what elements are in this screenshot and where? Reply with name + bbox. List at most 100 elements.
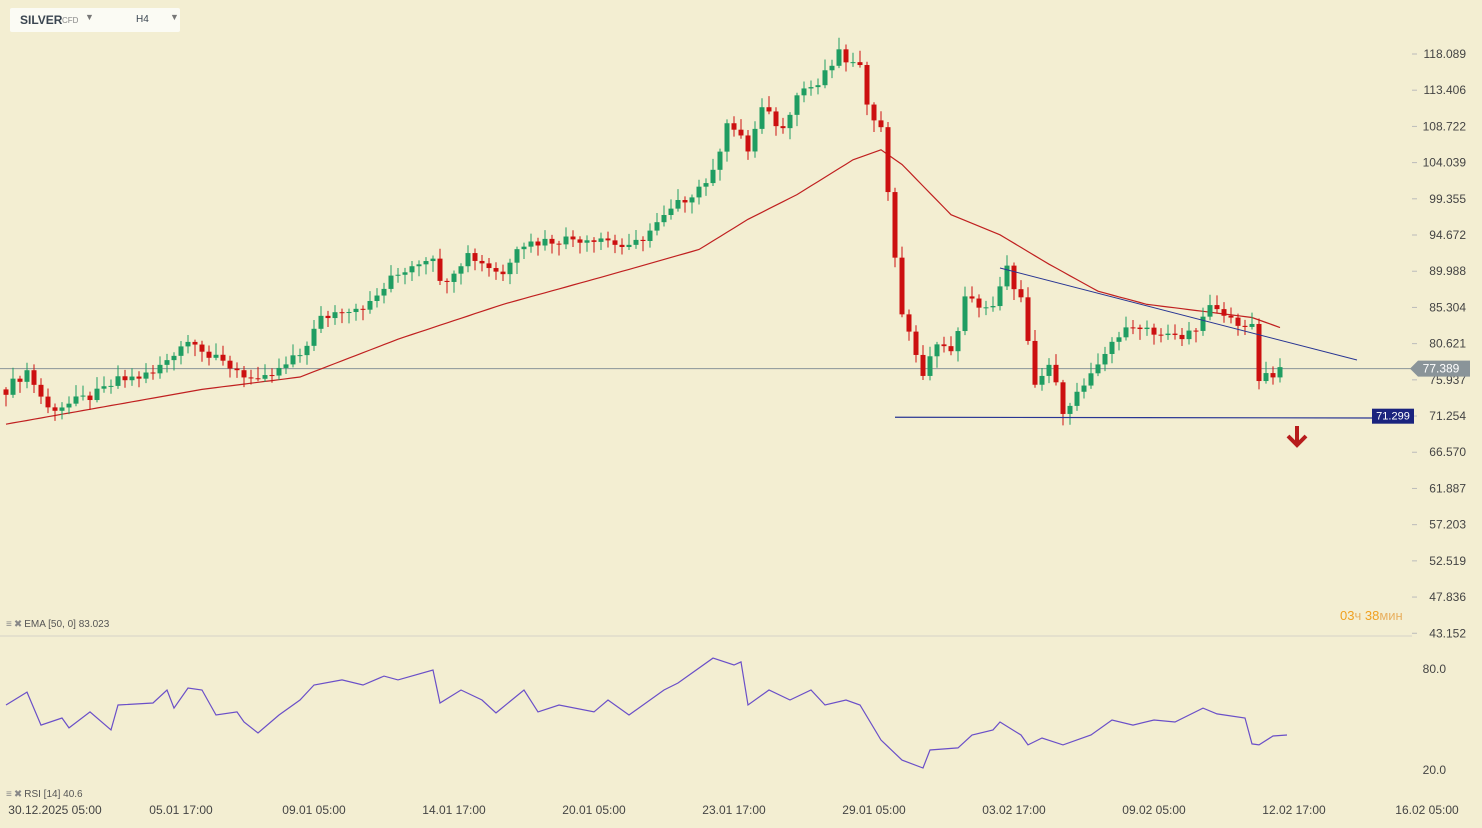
candle-body: [45, 396, 51, 408]
candle-body: [143, 372, 149, 379]
candle: [108, 379, 114, 394]
candle: [1242, 319, 1248, 335]
candle: [1130, 319, 1136, 335]
y-tick-label: 89.988: [1429, 264, 1466, 278]
candle-body: [570, 236, 576, 240]
candle-body: [857, 62, 863, 66]
candle: [479, 255, 485, 272]
x-tick-label: 23.01 17:00: [702, 803, 766, 817]
candle: [129, 368, 135, 386]
candle-body: [836, 49, 842, 66]
candle: [780, 117, 786, 134]
candle-body: [1088, 373, 1094, 386]
candle-body: [1200, 316, 1206, 331]
candle-body: [815, 85, 821, 88]
candle: [94, 377, 100, 403]
candle-body: [423, 261, 429, 265]
candle: [367, 291, 373, 314]
candle-body: [766, 107, 772, 112]
candle-body: [1046, 364, 1052, 376]
y-tick-label: 104.039: [1423, 156, 1467, 170]
candle: [1060, 379, 1066, 426]
candle-body: [535, 241, 541, 246]
candle: [640, 236, 646, 252]
candle: [1095, 353, 1101, 377]
candle-body: [822, 70, 828, 86]
candle: [1046, 358, 1052, 384]
candle: [45, 388, 51, 414]
candle: [794, 92, 800, 127]
timeframe-selector[interactable]: H4: [136, 14, 149, 25]
settings-icon[interactable]: ≡: [6, 619, 12, 630]
candle: [311, 320, 317, 351]
candle-body: [1151, 327, 1157, 335]
candle: [556, 240, 562, 256]
candle: [346, 308, 352, 324]
candle-body: [1228, 315, 1234, 318]
candle: [864, 61, 870, 116]
candle: [885, 122, 891, 201]
candle: [38, 378, 44, 404]
candle: [416, 260, 422, 277]
rsi-label: RSI [14] 40.6: [24, 789, 83, 800]
candle: [1039, 368, 1045, 391]
close-icon[interactable]: ✖: [13, 789, 23, 800]
candle: [206, 345, 212, 366]
candle: [430, 255, 436, 272]
current-price-label: 77.389: [1423, 362, 1460, 376]
candle-body: [864, 65, 870, 105]
symbol-selector[interactable]: SILVER CFD ▼ H4 ▼: [10, 8, 180, 32]
candle: [395, 268, 401, 283]
candle-body: [717, 151, 723, 170]
candle: [1235, 313, 1241, 336]
candle: [318, 306, 324, 334]
candle-body: [962, 296, 968, 332]
candle: [598, 232, 604, 250]
x-tick-label: 16.02 05:00: [1395, 803, 1459, 817]
candle-body: [780, 126, 786, 129]
candle-body: [584, 240, 590, 243]
candle: [1088, 362, 1094, 389]
candle-body: [1221, 309, 1227, 316]
candle: [437, 248, 443, 285]
candle-body: [1067, 405, 1073, 414]
candle: [717, 148, 723, 181]
x-tick-label: 12.02 17:00: [1262, 803, 1326, 817]
candle-body: [1116, 337, 1122, 342]
candle: [325, 310, 331, 328]
candle: [1081, 378, 1087, 399]
candle-body: [892, 192, 898, 258]
timeframe-dropdown-icon[interactable]: ▼: [170, 12, 179, 22]
candle: [80, 385, 86, 401]
symbol-dropdown-icon[interactable]: ▼: [85, 12, 94, 22]
y-tick-label: 52.519: [1429, 554, 1466, 568]
candle: [1277, 358, 1283, 383]
down-arrow-icon: [1286, 426, 1308, 448]
candle: [899, 246, 905, 318]
candle: [976, 294, 982, 318]
candle-body: [486, 263, 492, 269]
candle: [1151, 323, 1157, 345]
close-icon[interactable]: ✖: [13, 619, 23, 630]
candle-body: [458, 266, 464, 274]
candle-body: [479, 260, 485, 264]
candle-body: [1018, 289, 1024, 298]
settings-icon[interactable]: ≡: [6, 789, 12, 800]
x-tick-label: 20.01 05:00: [562, 803, 626, 817]
candle: [458, 263, 464, 285]
candle-body: [10, 378, 16, 395]
candle: [1249, 312, 1255, 330]
candle: [934, 341, 940, 368]
candle-body: [787, 114, 793, 129]
candle-body: [409, 266, 415, 273]
candle-body: [1256, 323, 1262, 382]
candle-body: [206, 351, 212, 358]
candle-body: [1186, 330, 1192, 340]
current-price-tag: [1410, 360, 1470, 377]
candle-body: [388, 275, 394, 289]
candle: [1074, 382, 1080, 411]
candle-body: [1102, 353, 1108, 365]
candle: [808, 80, 814, 96]
candle-body: [808, 87, 814, 89]
